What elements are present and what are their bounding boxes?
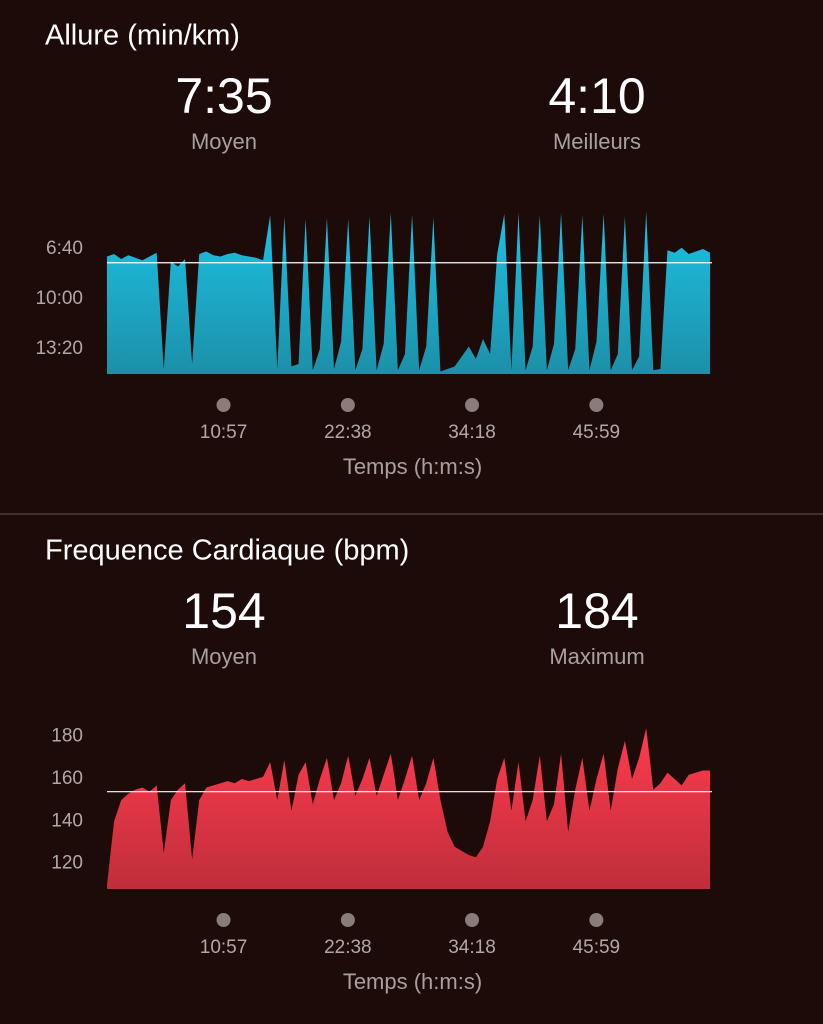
stat-name: Moyen bbox=[191, 129, 257, 154]
x-tick-label: 22:38 bbox=[324, 422, 372, 443]
chart-title: Allure (min/km) bbox=[45, 20, 240, 52]
x-tick-label: 34:18 bbox=[448, 937, 496, 958]
y-tick-label: 160 bbox=[51, 768, 83, 789]
x-tick-dot bbox=[216, 913, 231, 927]
area bbox=[107, 211, 711, 374]
stat-value: 4:10 bbox=[548, 68, 645, 124]
y-tick-label: 13:20 bbox=[35, 338, 83, 359]
x-tick-dot bbox=[340, 398, 355, 412]
x-tick-dot bbox=[589, 398, 604, 412]
x-tick-dot bbox=[216, 398, 231, 412]
y-tick-label: 140 bbox=[51, 810, 83, 831]
stat-value: 154 bbox=[182, 583, 265, 639]
x-axis-label: Temps (h:m:s) bbox=[343, 454, 482, 479]
x-tick-label: 10:57 bbox=[200, 937, 248, 958]
area bbox=[107, 728, 711, 889]
x-tick-dot bbox=[340, 913, 355, 927]
stat-name: Meilleurs bbox=[553, 129, 641, 154]
y-tick-label: 6:40 bbox=[46, 238, 83, 259]
stat-name: Moyen bbox=[191, 644, 257, 669]
x-axis-label: Temps (h:m:s) bbox=[343, 969, 482, 994]
x-tick-label: 45:59 bbox=[573, 422, 621, 443]
stat-value: 184 bbox=[555, 583, 638, 639]
x-tick-dot bbox=[589, 913, 604, 927]
stat-value: 7:35 bbox=[175, 68, 272, 124]
x-tick-label: 45:59 bbox=[573, 937, 621, 958]
y-tick-label: 180 bbox=[51, 726, 83, 747]
x-tick-dot bbox=[465, 913, 480, 927]
chart-title: Frequence Cardiaque (bpm) bbox=[45, 535, 409, 567]
x-tick-label: 10:57 bbox=[200, 422, 248, 443]
y-tick-label: 10:00 bbox=[35, 288, 83, 309]
x-tick-label: 22:38 bbox=[324, 937, 372, 958]
x-tick-label: 34:18 bbox=[448, 422, 496, 443]
y-tick-label: 120 bbox=[51, 853, 83, 874]
stat-name: Maximum bbox=[549, 644, 644, 669]
x-tick-dot bbox=[465, 398, 480, 412]
